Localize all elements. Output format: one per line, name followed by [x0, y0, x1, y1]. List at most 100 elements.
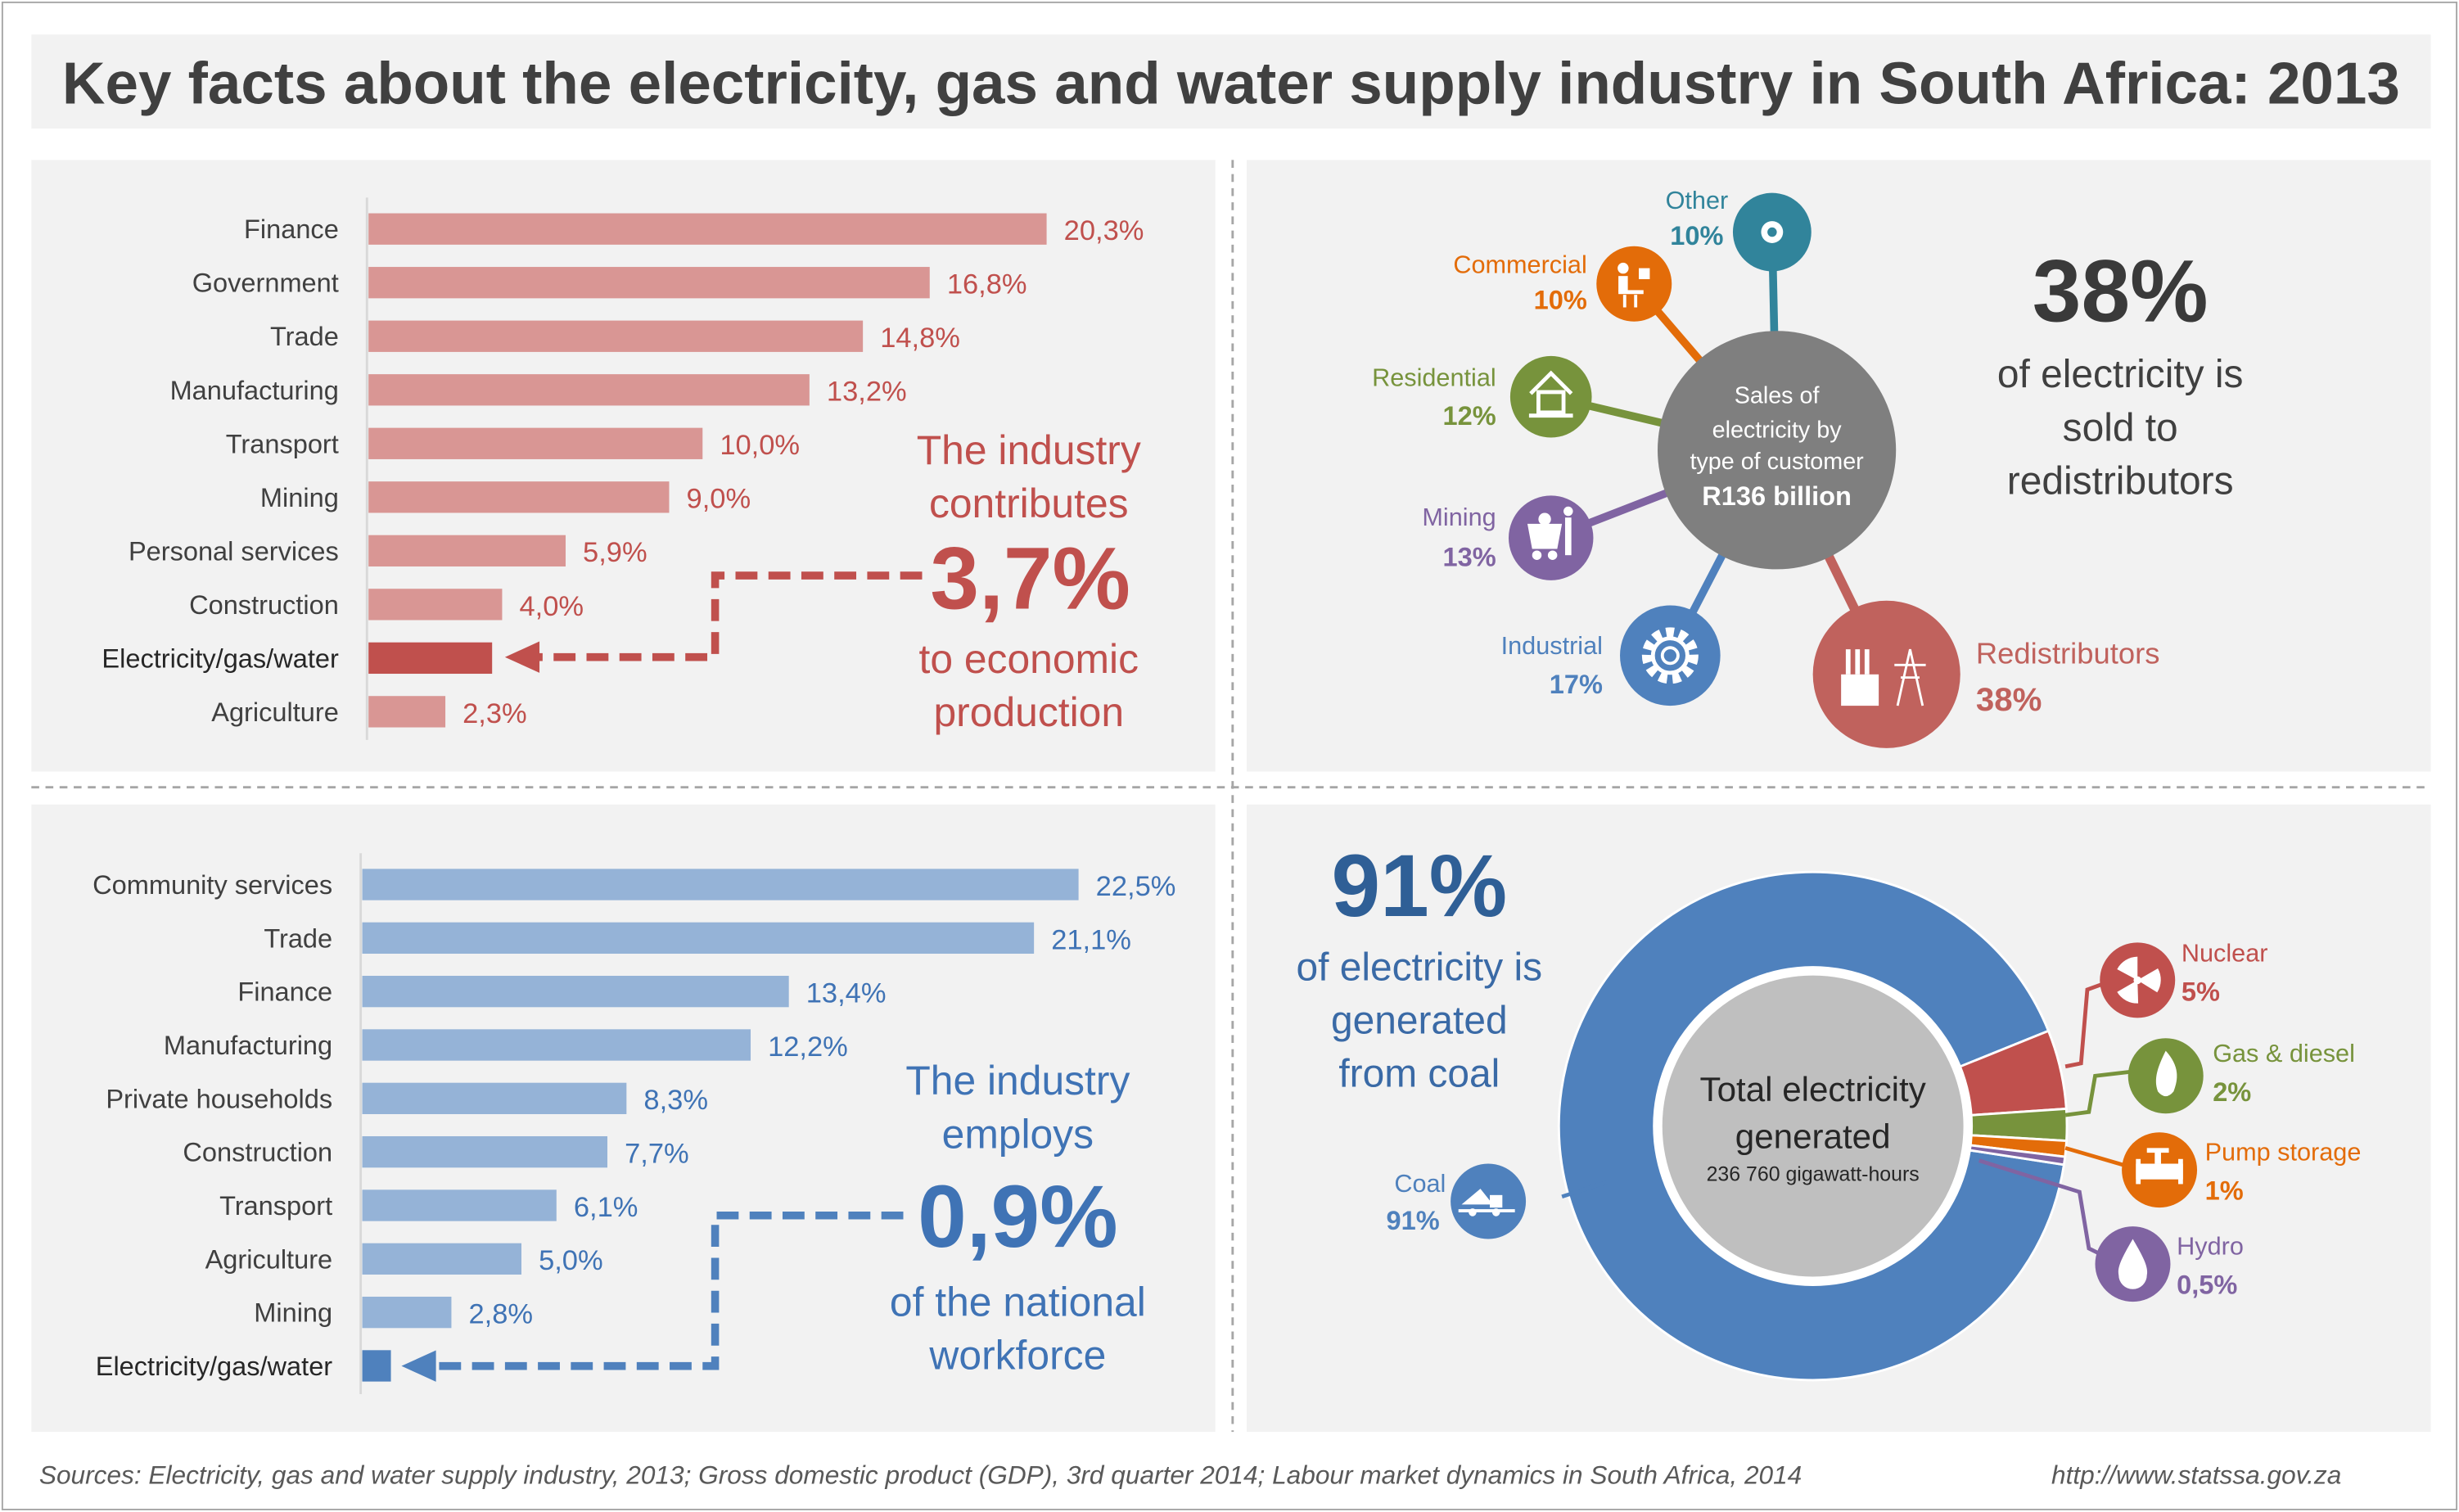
bar-value-label: 16,8%	[947, 269, 1027, 300]
redistributor-share: 38%	[2033, 242, 2209, 341]
bar-value-label: 22,5%	[1096, 871, 1176, 902]
legend-label: Nuclear	[2182, 939, 2268, 967]
gdp-arrow-line	[536, 571, 923, 661]
bar	[362, 1082, 627, 1114]
callout-line: contributes	[929, 481, 1129, 526]
node-value: 10%	[1670, 221, 1723, 250]
bar-category-label: Mining	[260, 483, 339, 512]
bar	[362, 1296, 452, 1329]
bar	[368, 374, 810, 406]
legend-label: Hydro	[2177, 1233, 2244, 1261]
bar	[362, 976, 789, 1008]
callout-line: The industry	[917, 427, 1141, 473]
bar-value-label: 21,1%	[1051, 924, 1131, 955]
bar	[362, 1189, 557, 1221]
bar-category-label: Agriculture	[211, 697, 339, 727]
node-value: 13%	[1443, 543, 1496, 572]
employment-arrow-line	[432, 1211, 904, 1370]
center-label: type of customer	[1690, 449, 1864, 475]
employment-share-value: 0,9%	[918, 1167, 1118, 1266]
bar	[362, 1135, 608, 1168]
bar-category-label: Electricity/gas/water	[96, 1352, 333, 1381]
gdp-callout: The industry contributes 3,7% to economi…	[917, 427, 1141, 735]
valve-icon	[2136, 1148, 2183, 1185]
node-commercial	[1596, 246, 1672, 322]
donut-center-label: Total electricity generated 236 760 giga…	[1700, 1070, 1926, 1186]
legend-value: 2%	[2213, 1077, 2251, 1107]
headline-line: of electricity is	[1997, 353, 2244, 396]
bar-value-label: 14,8%	[880, 323, 960, 354]
bar-category-label: Trade	[264, 923, 332, 953]
donut-leaders	[1561, 981, 2136, 1257]
bar-value-label: 2,3%	[462, 698, 527, 729]
node-label: Mining	[1422, 503, 1496, 531]
node-value: 38%	[1976, 681, 2042, 718]
bar-value-label: 5,0%	[539, 1245, 603, 1276]
bar	[368, 696, 446, 728]
office-worker-icon	[1618, 262, 1650, 308]
bar-value-label: 12,2%	[768, 1031, 848, 1063]
bar-category-label: Agriculture	[205, 1244, 333, 1274]
flame-icon	[2155, 1050, 2177, 1097]
bar-value-label: 8,3%	[643, 1085, 708, 1116]
legend-value: 5%	[2182, 977, 2220, 1006]
node-residential	[1509, 355, 1592, 438]
bar-value-label: 6,1%	[574, 1192, 638, 1223]
callout-line: The industry	[905, 1058, 1130, 1104]
bar-value-label: 10,0%	[720, 430, 800, 461]
bar-category-label: Transport	[219, 1191, 332, 1221]
dump-truck-icon	[1458, 1189, 1515, 1216]
sales-headline: 38% of electricity is sold to redistribu…	[1997, 242, 2244, 503]
node-industrial	[1620, 605, 1721, 706]
headline-line: redistributors	[2007, 459, 2234, 503]
node-label: Industrial	[1501, 632, 1603, 660]
bar-category-label: Trade	[270, 322, 339, 351]
legend-value: 1%	[2205, 1176, 2244, 1206]
generation-headline: 91% of electricity is generated from coa…	[1296, 837, 1542, 1096]
circle-dot-icon	[1761, 221, 1784, 243]
legend-label: Pump storage	[2205, 1139, 2362, 1167]
employment-callout: The industry employs 0,9% of the nationa…	[890, 1058, 1146, 1378]
center-label: Sales of	[1735, 382, 1821, 408]
sales-center-circle	[1658, 331, 1897, 570]
bar	[362, 1350, 391, 1382]
bar-value-label: 9,0%	[687, 484, 751, 515]
node-value: 10%	[1534, 285, 1587, 314]
callout-line: to economic	[919, 636, 1139, 682]
bar-category-label: Community services	[92, 870, 332, 900]
bar	[362, 922, 1035, 954]
employment-panel	[31, 804, 1216, 1433]
bar-category-label: Government	[192, 269, 339, 298]
sales-network: Sales of electricity by type of customer…	[1372, 187, 2159, 748]
sources-note: Sources: Electricity, gas and water supp…	[39, 1460, 1802, 1489]
mine-cart-icon	[1527, 506, 1573, 560]
bar	[368, 427, 703, 459]
center-label: electricity by	[1712, 417, 1843, 444]
bar-category-label: Manufacturing	[164, 1031, 332, 1060]
donut-center	[1662, 975, 1964, 1277]
bar	[368, 481, 670, 513]
node-value: 12%	[1443, 401, 1496, 431]
bar	[368, 213, 1047, 245]
node-label: Commercial	[1453, 250, 1586, 278]
callout-line: workforce	[928, 1332, 1106, 1378]
arrow-head-icon	[504, 641, 540, 673]
bar	[368, 267, 930, 299]
gdp-share-value: 3,7%	[930, 529, 1130, 627]
bar-category-label: Personal services	[129, 536, 339, 566]
bar-category-label: Construction	[183, 1138, 332, 1167]
headline-line: of electricity is	[1296, 946, 1542, 989]
coal-share: 91%	[1331, 837, 1507, 935]
bar-category-label: Finance	[244, 214, 339, 244]
bar	[362, 1243, 522, 1275]
callout-line: employs	[942, 1111, 1094, 1157]
headline-line: generated	[1331, 1000, 1508, 1043]
employment-bar-chart: Community services 22,5% Trade 21,1% Finance…	[92, 853, 1175, 1394]
bar-category-label: Finance	[237, 977, 332, 1007]
callout-line: production	[933, 689, 1124, 735]
bar-category-label: Manufacturing	[170, 376, 339, 405]
source-url[interactable]: http://www.statssa.gov.za	[2051, 1460, 2341, 1489]
